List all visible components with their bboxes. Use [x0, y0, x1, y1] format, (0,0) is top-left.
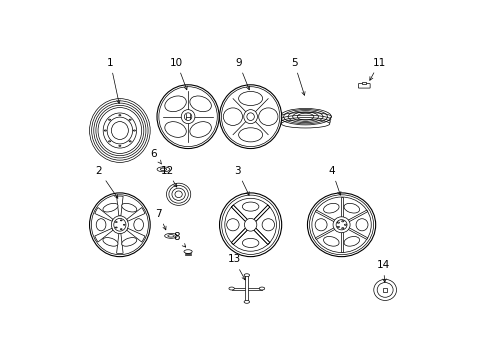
Ellipse shape [189, 96, 211, 112]
Ellipse shape [337, 226, 339, 228]
Ellipse shape [224, 198, 276, 251]
Ellipse shape [123, 224, 125, 225]
Ellipse shape [258, 108, 277, 125]
Text: 10: 10 [170, 58, 187, 90]
Ellipse shape [120, 220, 122, 221]
Ellipse shape [281, 120, 329, 128]
Ellipse shape [159, 87, 217, 147]
Ellipse shape [341, 228, 343, 229]
Ellipse shape [157, 167, 169, 172]
Ellipse shape [115, 227, 117, 228]
Polygon shape [315, 228, 335, 239]
Ellipse shape [183, 250, 192, 253]
Ellipse shape [226, 219, 239, 231]
Ellipse shape [323, 237, 338, 246]
Ellipse shape [355, 219, 367, 231]
Ellipse shape [311, 197, 370, 252]
Text: 9: 9 [235, 58, 249, 90]
Polygon shape [315, 210, 335, 222]
Ellipse shape [102, 203, 118, 212]
Text: 14: 14 [376, 260, 389, 282]
Ellipse shape [242, 238, 258, 247]
Ellipse shape [244, 300, 249, 303]
Text: 7: 7 [155, 209, 166, 230]
Ellipse shape [344, 203, 359, 213]
Text: 13: 13 [227, 255, 244, 280]
Bar [362, 82, 366, 84]
Ellipse shape [246, 113, 254, 121]
Ellipse shape [228, 287, 234, 290]
Ellipse shape [259, 287, 264, 290]
Ellipse shape [344, 224, 346, 225]
Text: 6: 6 [150, 149, 161, 164]
Text: 11: 11 [369, 58, 386, 80]
Text: 4: 4 [328, 166, 340, 195]
Polygon shape [340, 197, 342, 218]
Ellipse shape [341, 221, 343, 222]
Ellipse shape [111, 216, 128, 234]
Ellipse shape [280, 115, 330, 124]
Ellipse shape [238, 128, 262, 142]
Ellipse shape [122, 238, 137, 246]
Polygon shape [245, 275, 248, 302]
Ellipse shape [314, 219, 326, 231]
Polygon shape [231, 288, 262, 289]
Ellipse shape [115, 221, 117, 222]
FancyBboxPatch shape [358, 84, 369, 88]
Ellipse shape [219, 85, 281, 149]
Ellipse shape [262, 219, 274, 231]
Ellipse shape [376, 283, 392, 297]
Ellipse shape [134, 219, 143, 231]
Text: 1: 1 [107, 58, 120, 103]
Ellipse shape [102, 238, 118, 246]
Ellipse shape [238, 91, 262, 105]
Ellipse shape [120, 229, 122, 230]
Ellipse shape [189, 122, 211, 138]
Ellipse shape [221, 195, 279, 255]
Ellipse shape [244, 219, 256, 231]
Polygon shape [347, 228, 367, 239]
Text: 2: 2 [96, 166, 118, 198]
Polygon shape [340, 232, 342, 252]
Ellipse shape [96, 219, 106, 231]
Text: 3: 3 [234, 166, 248, 195]
Polygon shape [253, 228, 269, 244]
Ellipse shape [244, 274, 249, 277]
Ellipse shape [172, 188, 185, 201]
Ellipse shape [332, 217, 349, 233]
Ellipse shape [168, 185, 188, 203]
Ellipse shape [221, 87, 279, 147]
Ellipse shape [280, 118, 329, 126]
Ellipse shape [309, 195, 373, 255]
Ellipse shape [223, 108, 242, 125]
Text: 5: 5 [290, 58, 305, 95]
Ellipse shape [344, 237, 359, 246]
Ellipse shape [373, 279, 396, 301]
Bar [383, 288, 386, 292]
Text: 12: 12 [160, 166, 177, 187]
Polygon shape [347, 210, 367, 222]
Ellipse shape [122, 203, 137, 212]
Ellipse shape [164, 96, 186, 112]
Text: 8: 8 [173, 232, 185, 247]
Ellipse shape [184, 113, 191, 121]
Ellipse shape [279, 112, 331, 121]
Ellipse shape [91, 195, 148, 255]
Ellipse shape [164, 233, 177, 238]
Ellipse shape [242, 202, 258, 211]
Ellipse shape [181, 110, 195, 124]
Ellipse shape [164, 122, 186, 138]
Polygon shape [231, 228, 247, 244]
Polygon shape [253, 205, 269, 222]
Ellipse shape [157, 85, 219, 149]
Ellipse shape [337, 222, 339, 223]
Polygon shape [231, 205, 247, 222]
Ellipse shape [166, 183, 190, 205]
Ellipse shape [323, 203, 338, 213]
Ellipse shape [244, 110, 257, 124]
